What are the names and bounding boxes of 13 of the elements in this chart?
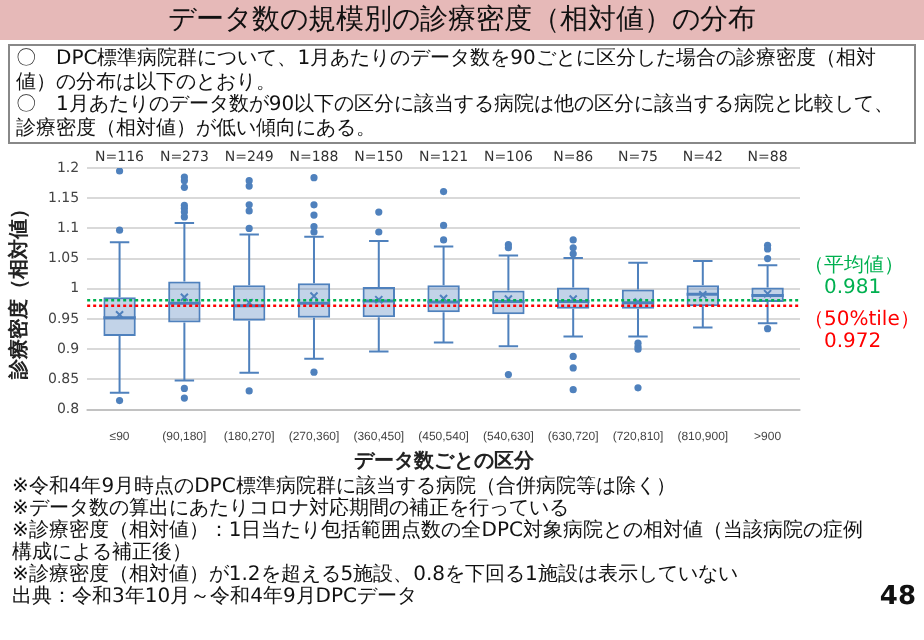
text: ※令和4年9月時点のDPC標準病院群に該当する病院（合併病院等は除く） (12, 476, 678, 498)
text: ※診療密度（相対値）が1.2を超える5施設、0.8を下回る1施設は表示していない (12, 564, 740, 586)
text: ※診療密度（相対値）：1日当たり包括範囲点数の全DPC対象病院との相対値（当該病院の症例構成による補正後） (12, 520, 865, 564)
chart-title: データ数の規模別の診療密度（相対値）の分布 (0, 0, 924, 40)
text: 〇 1月あたりのデータ数が90以下の区分に該当する病院は他の区分に該当する病院と比較して、診療密度（相対値）が低い傾向にある。 (16, 94, 897, 140)
source-note: 出典：令和3年10月～令和4年9月DPCデータ (12, 586, 420, 608)
chart-subtitle: 〇 DPC標準病院群について、1月あたりのデータ数を90ごとに区分した場合の診療密度（相対値）の分布は以下のとおり。 (16, 48, 878, 93)
x-axis-title: データ数ごとの区分 (353, 449, 536, 474)
ref-line-label: （50%tile）0.972 (804, 308, 920, 353)
y-axis-title: 診療密度（相対値） (7, 198, 32, 381)
text: ※データ数の算出にあたりコロナ対応期間の補正を行っている (12, 498, 569, 520)
text: 48 (879, 582, 916, 612)
ref-line-label: （平均値）0.981 (804, 253, 904, 300)
